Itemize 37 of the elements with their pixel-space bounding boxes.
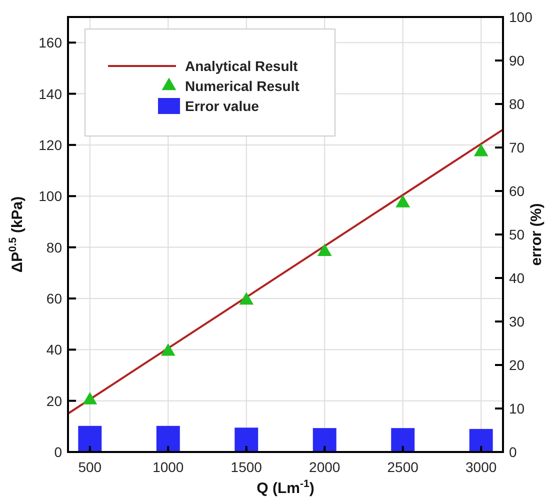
x-tick-label: 3000	[466, 459, 497, 475]
point	[474, 144, 488, 156]
y2-tick-label: 30	[509, 314, 525, 330]
y2-tick-label: 80	[509, 96, 525, 112]
y2-tick-label: 60	[509, 183, 525, 199]
y-tick-label: 80	[46, 239, 62, 256]
x-tick-label: 1000	[152, 459, 184, 475]
y-tick-label: 0	[54, 444, 62, 460]
y2-tick-label: 10	[509, 400, 525, 416]
legend-label: Analytical Result	[185, 58, 298, 74]
point	[160, 343, 176, 356]
y2-tick-label: 70	[509, 140, 525, 156]
y2-tick-label: 0	[509, 444, 517, 460]
y-tick-label: 100	[38, 188, 62, 204]
y2-tick-label: 50	[509, 226, 525, 242]
point	[239, 292, 254, 305]
x-tick-label: 2000	[309, 459, 340, 475]
y-tick-label: 160	[38, 34, 62, 51]
legend-label: Numerical Result	[185, 78, 300, 94]
y2-tick-label: 40	[509, 270, 525, 286]
point	[317, 244, 332, 256]
point	[396, 194, 410, 208]
x-tick-label: 500	[78, 459, 102, 475]
x-axis-title: Q (Lm$^{-1}$)	[256, 478, 314, 497]
point	[82, 392, 98, 404]
x-tick-label: 2500	[387, 459, 419, 475]
y-tick-label: 20	[46, 392, 62, 409]
y2-tick-label: 20	[509, 357, 525, 373]
y-tick-label: 40	[46, 342, 62, 358]
y2-axis-title: error (%)	[528, 203, 545, 266]
legend-label: Error value	[185, 98, 260, 114]
y-tick-label: 60	[46, 290, 62, 306]
y2-tick-label: 90	[509, 52, 525, 68]
y-tick-label: 140	[38, 86, 62, 102]
x-tick-label: 1500	[230, 459, 262, 475]
y2-tick-label: 100	[509, 9, 533, 25]
y-tick-label: 120	[38, 136, 62, 153]
